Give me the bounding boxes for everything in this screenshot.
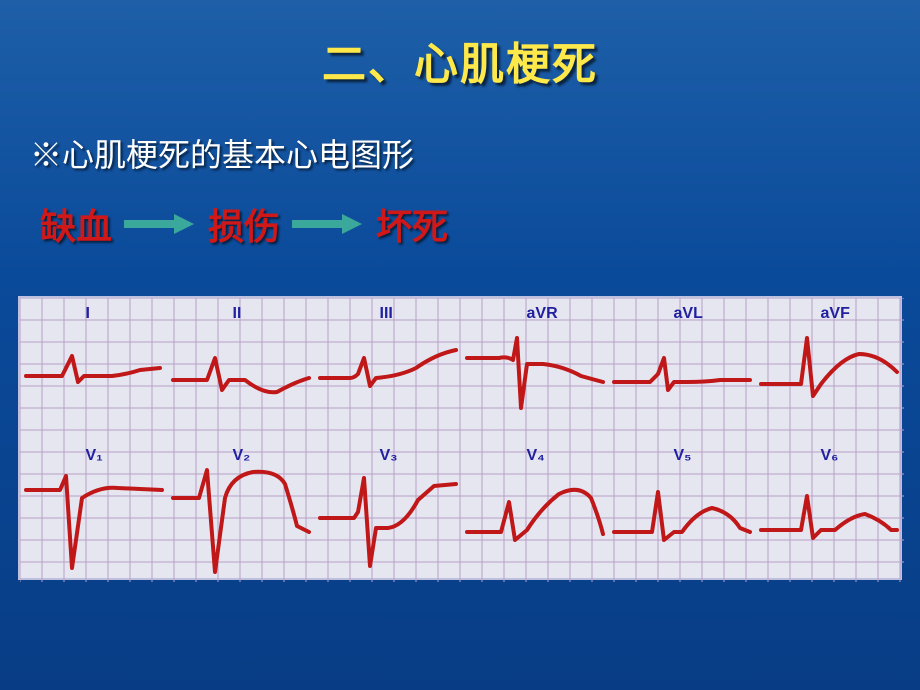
ecg-lead: V₅ <box>614 447 750 540</box>
ecg-lead-label: aVR <box>527 305 559 322</box>
ecg-waveform <box>26 356 160 382</box>
ecg-waveform <box>614 358 750 390</box>
ecg-lead-label: V₂ <box>233 447 251 464</box>
arrow-right-icon <box>292 212 362 236</box>
ecg-lead: aVF <box>761 305 897 396</box>
page-title: 二、心肌梗死 <box>0 0 920 92</box>
ecg-waveform <box>320 478 456 566</box>
ecg-lead-label: aVF <box>821 305 851 322</box>
ecg-lead: V₃ <box>320 447 456 566</box>
ecg-lead-label: V₅ <box>674 447 692 464</box>
ecg-waveform <box>26 476 162 568</box>
ecg-lead-label: III <box>380 305 393 322</box>
ecg-waveform <box>320 350 456 386</box>
ecg-lead: V₄ <box>467 447 603 540</box>
ecg-lead: I <box>26 305 160 382</box>
arrow-right-icon <box>124 212 194 236</box>
ecg-lead-label: II <box>233 305 242 322</box>
ecg-lead: aVL <box>614 305 750 390</box>
ecg-lead-label: V₄ <box>527 447 545 464</box>
ecg-waveform <box>467 338 603 408</box>
ecg-lead-label: V₆ <box>821 447 839 464</box>
subtitle: ※心肌梗死的基本心电图形 <box>30 130 920 176</box>
ecg-lead: V₂ <box>173 447 309 572</box>
ecg-lead-label: aVL <box>674 305 704 322</box>
ecg-lead: II <box>173 305 309 392</box>
ecg-lead: V₁ <box>26 447 162 568</box>
ecg-lead-label: V₁ <box>86 447 104 464</box>
flow-step-injury: 损伤 <box>208 198 280 250</box>
ecg-waveform <box>173 358 309 392</box>
ecg-lead: III <box>320 305 456 386</box>
ecg-waveform <box>173 470 309 572</box>
ecg-waveform <box>614 492 750 540</box>
ecg-waveform <box>467 490 603 540</box>
ecg-lead: V₆ <box>761 447 897 538</box>
ecg-lead-label: V₃ <box>380 447 398 464</box>
ecg-panel: IIIIIIaVRaVLaVFV₁V₂V₃V₄V₅V₆ <box>18 296 902 580</box>
ecg-waveform <box>761 338 897 396</box>
flow-step-necrosis: 坏死 <box>376 198 448 250</box>
ecg-lead-label: I <box>86 305 90 322</box>
ecg-chart: IIIIIIaVRaVLaVFV₁V₂V₃V₄V₅V₆ <box>20 298 904 582</box>
ecg-waveform <box>761 496 897 538</box>
flow-row: 缺血 损伤 坏死 <box>40 198 920 250</box>
flow-step-ischemia: 缺血 <box>40 198 112 250</box>
